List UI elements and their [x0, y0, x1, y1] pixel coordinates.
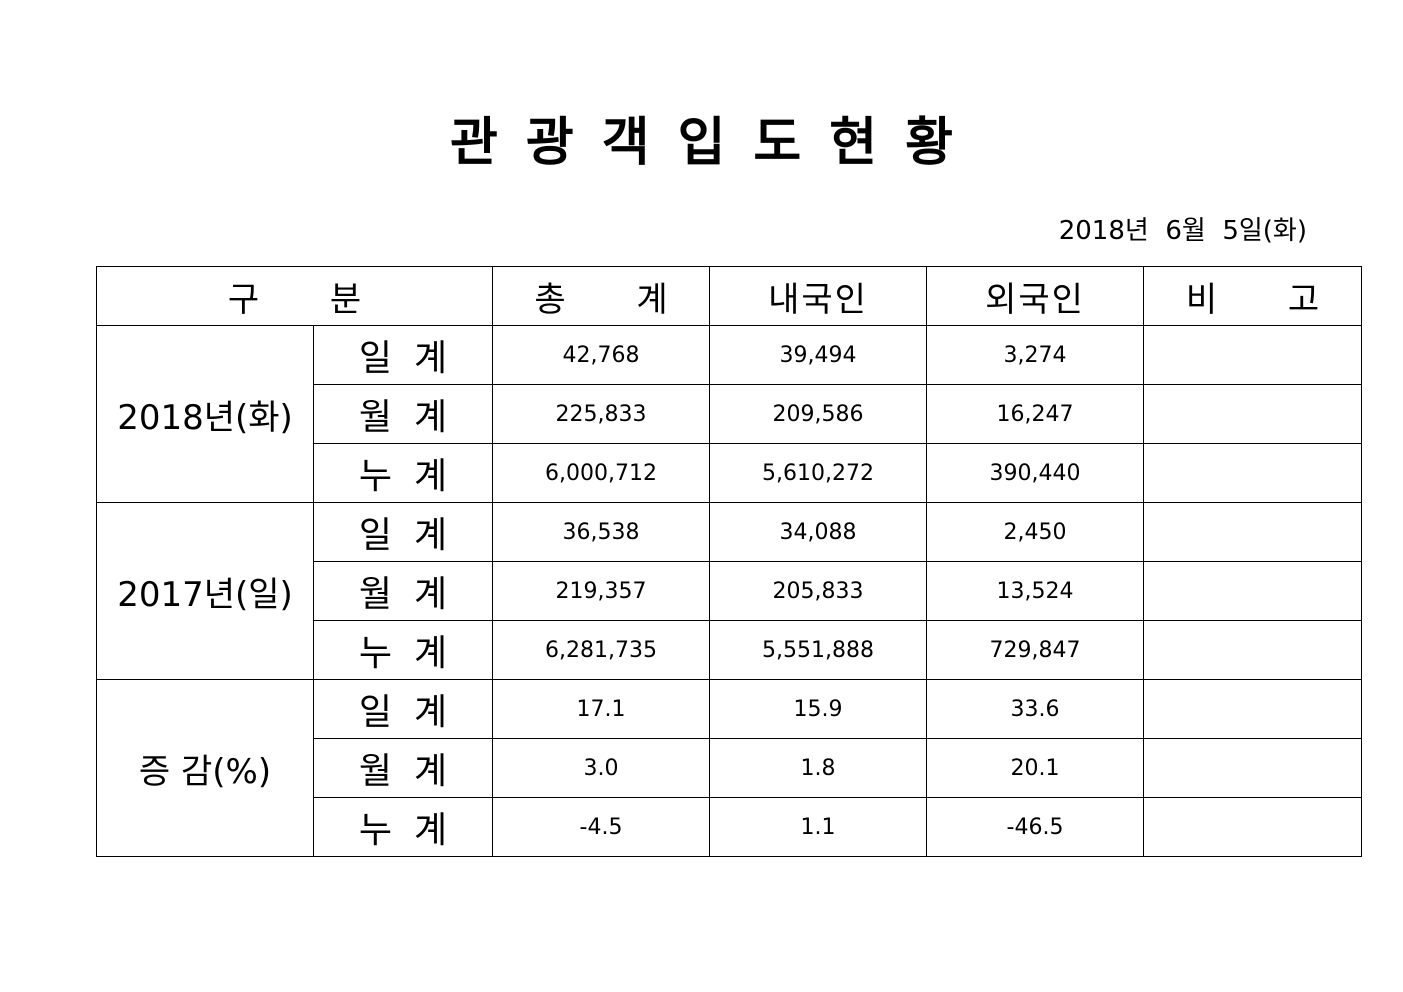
header-note: 비 고 — [1143, 266, 1362, 326]
cell-note — [1143, 502, 1362, 562]
row-label: 월계 — [313, 561, 493, 621]
cell-total: -4.5 — [492, 797, 710, 857]
cell-foreign: -46.5 — [926, 797, 1144, 857]
cell-foreign: 3,274 — [926, 325, 1144, 385]
table-row: 월계 219,357 205,833 13,524 — [97, 561, 1362, 621]
table-row: 증 감(%) 일계 17.1 15.9 33.6 — [96, 679, 1362, 857]
row-label: 일계 — [313, 502, 493, 562]
tourist-arrivals-table: 구 분 총 계 내국인 외국인 비 고 2018년(화) 일계 42,768 3… — [96, 266, 1362, 857]
cell-domestic: 15.9 — [709, 679, 927, 739]
row-label: 일계 — [313, 679, 493, 739]
cell-note — [1143, 443, 1362, 503]
cell-domestic: 34,088 — [709, 502, 927, 562]
row-label: 일계 — [313, 325, 493, 385]
cell-domestic: 1.8 — [709, 738, 927, 798]
cell-total: 17.1 — [492, 679, 710, 739]
cell-note — [1143, 384, 1362, 444]
cell-total: 6,000,712 — [492, 443, 710, 503]
table-row: 2018년(화) 일계 42,768 39,494 3,274 — [96, 325, 1362, 503]
table-row: 누계 6,281,735 5,551,888 729,847 — [97, 620, 1362, 680]
cell-note — [1143, 797, 1362, 857]
cell-total: 42,768 — [492, 325, 710, 385]
cell-domestic: 209,586 — [709, 384, 927, 444]
cell-total: 3.0 — [492, 738, 710, 798]
cell-foreign: 16,247 — [926, 384, 1144, 444]
row-label: 누계 — [313, 443, 493, 503]
cell-note — [1143, 738, 1362, 798]
cell-foreign: 2,450 — [926, 502, 1144, 562]
cell-foreign: 729,847 — [926, 620, 1144, 680]
cell-domestic: 1.1 — [709, 797, 927, 857]
header-total: 총 계 — [492, 266, 710, 326]
row-label: 월계 — [313, 738, 493, 798]
cell-note — [1143, 620, 1362, 680]
group-label-2018: 2018년(화) — [96, 325, 314, 503]
cell-foreign: 33.6 — [926, 679, 1144, 739]
row-label: 월계 — [313, 384, 493, 444]
cell-foreign: 13,524 — [926, 561, 1144, 621]
table-row: 누계 -4.5 1.1 -46.5 — [97, 797, 1362, 857]
cell-domestic: 39,494 — [709, 325, 927, 385]
row-label: 누계 — [313, 620, 493, 680]
cell-foreign: 390,440 — [926, 443, 1144, 503]
group-label-change: 증 감(%) — [96, 679, 314, 857]
cell-foreign: 20.1 — [926, 738, 1144, 798]
report-date: 2018년 6월 5일(화) — [1058, 216, 1307, 246]
table-row: 누계 6,000,712 5,610,272 390,440 — [97, 443, 1362, 503]
cell-domestic: 205,833 — [709, 561, 927, 621]
cell-domestic: 5,551,888 — [709, 620, 927, 680]
cell-total: 6,281,735 — [492, 620, 710, 680]
header-domestic: 내국인 — [709, 266, 927, 326]
table-header-row: 구 분 총 계 내국인 외국인 비 고 — [96, 266, 1362, 326]
cell-total: 219,357 — [492, 561, 710, 621]
cell-note — [1143, 325, 1362, 385]
header-foreign: 외국인 — [926, 266, 1144, 326]
page-title: 관광객입도현황 — [450, 113, 981, 173]
group-label-2017: 2017년(일) — [96, 502, 314, 680]
cell-domestic: 5,610,272 — [709, 443, 927, 503]
table-row: 월계 3.0 1.8 20.1 — [97, 738, 1362, 798]
row-label: 누계 — [313, 797, 493, 857]
table-row: 2017년(일) 일계 36,538 34,088 2,450 — [96, 502, 1362, 680]
cell-note — [1143, 679, 1362, 739]
cell-total: 225,833 — [492, 384, 710, 444]
header-category: 구 분 — [96, 266, 493, 326]
cell-total: 36,538 — [492, 502, 710, 562]
cell-note — [1143, 561, 1362, 621]
